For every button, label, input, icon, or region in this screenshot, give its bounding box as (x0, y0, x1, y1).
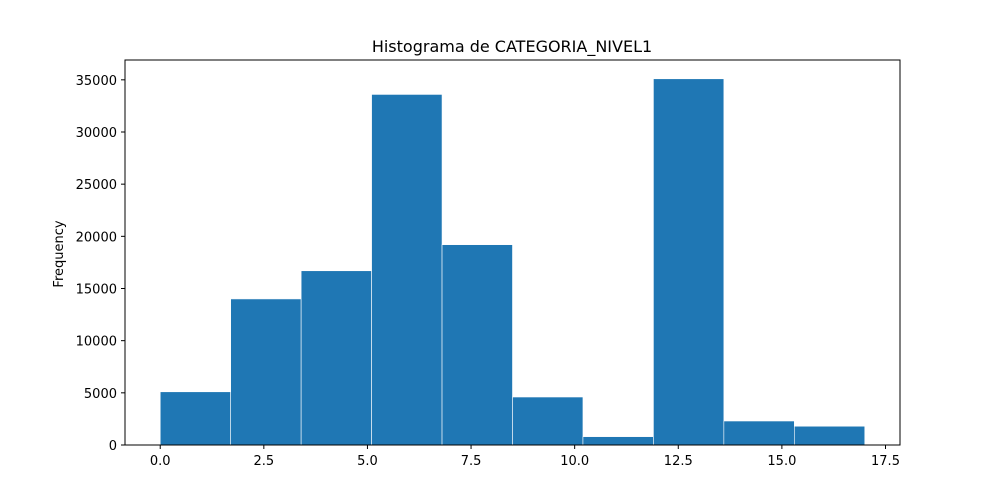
y-tick-label: 0 (109, 439, 117, 454)
histogram-bar (441, 244, 513, 446)
histogram-bar (512, 396, 584, 446)
y-tick-label: 30000 (76, 126, 117, 141)
histogram-bar (582, 436, 654, 446)
y-tick-label: 35000 (76, 74, 117, 89)
histogram-bar (653, 78, 725, 446)
plot-area-frame (124, 59, 901, 446)
histogram-bar (300, 270, 372, 446)
y-tick-label: 20000 (76, 230, 117, 245)
x-tick-label: 17.5 (871, 454, 900, 469)
histogram-bar (371, 94, 443, 446)
y-tick-label: 5000 (84, 387, 117, 402)
histogram-bar (794, 425, 866, 446)
x-tick-label: 5.0 (357, 454, 378, 469)
y-axis-label: Frequency (52, 220, 67, 287)
y-tick-label: 15000 (76, 282, 117, 297)
x-tick-label: 0.0 (150, 454, 171, 469)
x-tick-label: 10.0 (560, 454, 589, 469)
y-tick-label: 25000 (76, 178, 117, 193)
x-axis-ticks: 0.0 2.5 5.0 7.5 10.0 12.5 15.0 17.5 (150, 445, 900, 469)
x-tick-label: 12.5 (664, 454, 693, 469)
x-tick-label: 7.5 (461, 454, 482, 469)
y-axis-ticks: 0 5000 10000 15000 20000 25000 30000 35000 (76, 74, 125, 454)
y-tick-label: 10000 (76, 335, 117, 350)
histogram-bar (159, 391, 231, 446)
chart-title: Histograma de CATEGORIA_NIVEL1 (372, 37, 652, 57)
x-tick-label: 15.0 (767, 454, 796, 469)
histogram-bar (230, 298, 302, 446)
bars-layer (159, 78, 866, 446)
histogram-bar (723, 420, 795, 446)
x-tick-label: 2.5 (253, 454, 274, 469)
